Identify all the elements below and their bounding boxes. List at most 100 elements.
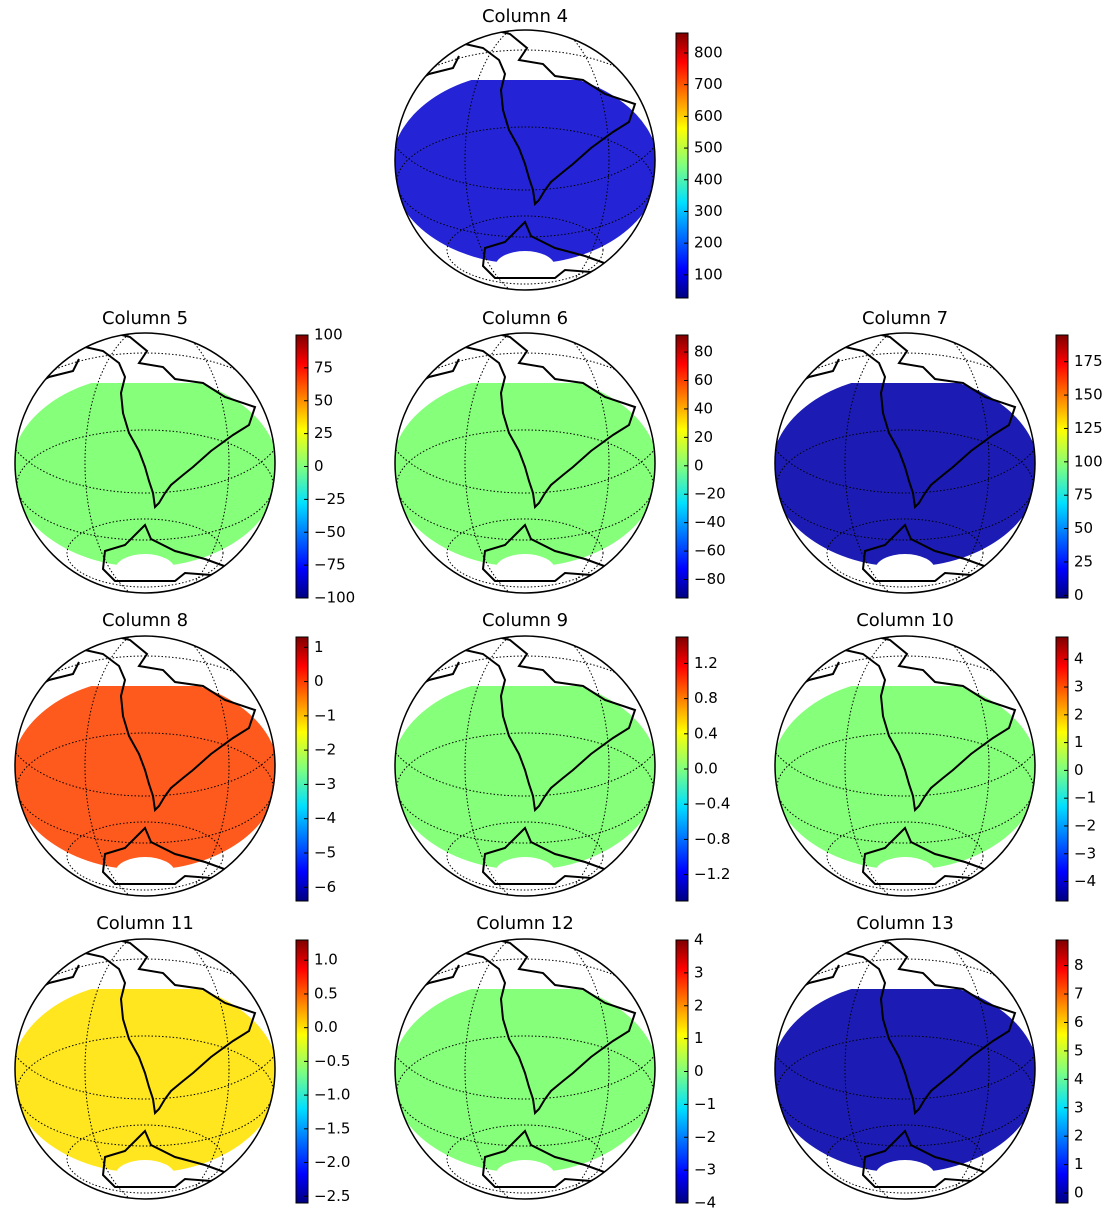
- colorbar-tick-label: 7: [1074, 985, 1084, 1003]
- colorbar-tick-label: −4: [314, 809, 336, 827]
- colorbar-tick-label: 1.2: [694, 654, 718, 672]
- pole-hole: [115, 1160, 175, 1192]
- colorbar-tick-label: 25: [1074, 552, 1093, 570]
- pole-hole: [875, 1160, 935, 1192]
- colorbar-tick-label: 50: [1074, 519, 1093, 537]
- globe-outline: [394, 29, 656, 291]
- colorbar-tick-label: −80: [694, 570, 726, 588]
- colorbar-tick-label: 4: [1074, 650, 1084, 668]
- panel-title: Column 5: [102, 308, 188, 329]
- globe-outline: [774, 938, 1036, 1200]
- antarctica: [101, 1129, 230, 1188]
- panel-title: Column 4: [482, 6, 568, 27]
- colorbar-tick-label: 0.0: [314, 1018, 338, 1036]
- colorbar-tick-label: 1.0: [314, 951, 338, 969]
- colorbar-tick-label: 25: [314, 424, 333, 442]
- colorbar-tick-label: −3: [694, 1161, 716, 1179]
- colorbar-tick-label: −3: [1074, 844, 1096, 862]
- colorbar-tick-label: −20: [694, 485, 726, 503]
- globe: [775, 636, 1035, 896]
- globe-outline: [774, 635, 1036, 897]
- globe: [395, 939, 655, 1199]
- pole-hole: [495, 1160, 555, 1192]
- colorbar-tick-label: 3: [1074, 678, 1084, 696]
- colorbar-tick-label: 125: [1074, 419, 1103, 437]
- globe-outline: [394, 635, 656, 897]
- map-panel: Column 9 −1.2 −0.8 −0.4 0.0 0.4 0.8 1.2: [394, 610, 730, 902]
- colorbar-tick-label: −4: [1074, 872, 1096, 890]
- globe-outline: [394, 938, 656, 1200]
- colorbar-tick-label: 100: [1074, 452, 1103, 470]
- colorbar-tick-label: −1: [694, 1095, 716, 1113]
- meridian: [84, 636, 230, 896]
- colorbar-tick-label: 4: [694, 931, 704, 949]
- meridian: [464, 636, 610, 896]
- colorbar-tick-label: −2: [314, 741, 336, 759]
- colorbar-tick-label: 0: [314, 457, 324, 475]
- parallel: [446, 1124, 604, 1194]
- colorbar-tick-label: −5: [314, 844, 336, 862]
- map-panel: Column 12 −4 −3 −2 −1 0 1 2 3 4: [394, 913, 716, 1212]
- panel-title: Column 7: [862, 308, 948, 329]
- globe: [395, 333, 655, 593]
- colorbar-tick-label: −0.8: [694, 830, 730, 848]
- meridian: [844, 636, 990, 896]
- globe-outline: [14, 635, 276, 897]
- pole-hole: [875, 857, 935, 889]
- pole-hole: [115, 554, 175, 586]
- colorbar-tick-label: 6: [1074, 1013, 1084, 1031]
- panel-title: Column 9: [482, 610, 568, 631]
- antarctica: [481, 1129, 610, 1188]
- antarctica: [861, 1129, 990, 1188]
- colorbar-tick-label: 60: [694, 371, 713, 389]
- antarctica: [101, 523, 230, 582]
- colorbar-tick-label: 3: [694, 963, 704, 981]
- colorbar: [675, 32, 689, 299]
- colorbar-tick-label: 0: [314, 672, 324, 690]
- parallel: [66, 821, 224, 891]
- pole-hole: [495, 251, 555, 283]
- antarctica: [861, 523, 990, 582]
- colorbar-tick-label: 175: [1074, 352, 1103, 370]
- colorbar-tick-label: 40: [694, 399, 713, 417]
- colorbar-tick-label: 2: [1074, 705, 1084, 723]
- pole-hole: [115, 857, 175, 889]
- antarctica: [101, 826, 230, 885]
- colorbar-tick-label: −1: [314, 706, 336, 724]
- colorbar-tick-label: −1.5: [314, 1119, 350, 1137]
- colorbar-tick-label: 80: [694, 343, 713, 361]
- colorbar-tick-label: 0.4: [694, 724, 718, 742]
- map-panel: Column 7 0 25 50 75 100 125 150 175: [774, 308, 1103, 604]
- data-field: [775, 375, 1035, 567]
- antarctica: [481, 220, 610, 279]
- colorbar-tick-label: 0: [1074, 586, 1084, 604]
- colorbar-tick-label: 20: [694, 428, 713, 446]
- colorbar-tick-label: 0: [1074, 1184, 1084, 1202]
- globe: [775, 333, 1035, 593]
- panel-title: Column 10: [856, 610, 954, 631]
- data-field: [15, 678, 275, 870]
- colorbar-tick-label: 400: [694, 170, 723, 188]
- meridian: [464, 333, 610, 593]
- colorbar-tick-label: −50: [314, 523, 346, 541]
- colorbar-tick-label: 100: [694, 265, 723, 283]
- globe-outline: [774, 332, 1036, 594]
- colorbar-tick-label: 500: [694, 139, 723, 157]
- map-panel: Column 6 −80 −60 −40 −20 0 20 40 60 80: [394, 308, 726, 599]
- map-panel: Column 4 100 200 300 400 500 600 700 800: [394, 6, 723, 299]
- meridian: [844, 939, 990, 1199]
- globe: [395, 636, 655, 896]
- panel-title: Column 13: [856, 913, 954, 934]
- colorbar-tick-label: 50: [314, 391, 333, 409]
- colorbar: [1055, 636, 1069, 902]
- map-panel: Column 11 −2.5 −2.0 −1.5 −1.0 −0.5 0.0 0.5 1.0: [14, 913, 350, 1205]
- colorbar-tick-label: 0.8: [694, 689, 718, 707]
- colorbar-tick-label: −1.0: [314, 1086, 350, 1104]
- pole-hole: [875, 554, 935, 586]
- globe: [15, 333, 275, 593]
- globe-outline: [14, 938, 276, 1200]
- antarctica: [861, 826, 990, 885]
- globe-outline: [14, 332, 276, 594]
- parallel: [446, 215, 604, 285]
- map-panel: Column 13 0 1 2 3 4 5 6 7 8: [774, 913, 1084, 1204]
